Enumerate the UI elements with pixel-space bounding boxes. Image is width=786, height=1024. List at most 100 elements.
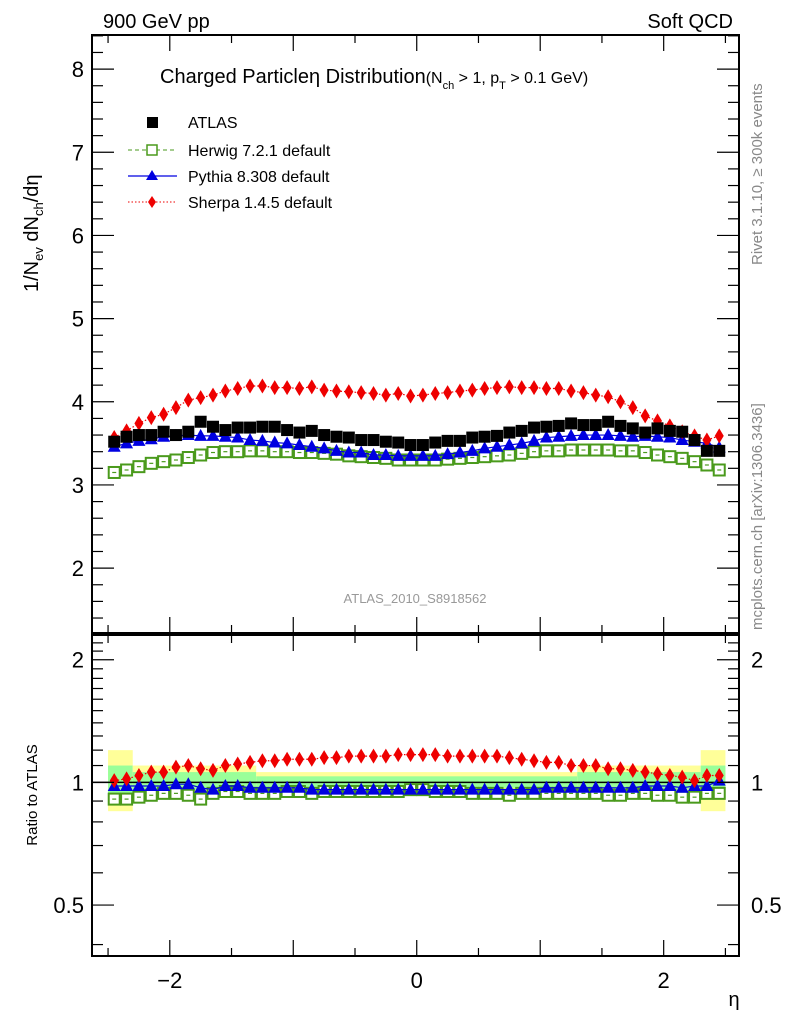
- ratio-point: [134, 767, 144, 783]
- data-point: [492, 380, 502, 396]
- data-point: [626, 422, 639, 435]
- data-point: [478, 430, 491, 443]
- data-point: [688, 434, 701, 447]
- ratio-point: [517, 751, 527, 767]
- main-y-axis-label: 1/Nev dNch/dη: [21, 174, 46, 292]
- data-point: [319, 382, 329, 398]
- data-point: [589, 443, 603, 457]
- ratio-point: [663, 788, 677, 802]
- data-point: [305, 424, 318, 437]
- rivet-version-label: Rivet 3.1.10, ≥ 300k events: [749, 83, 766, 265]
- ratio-point: [552, 780, 566, 793]
- ratio-point: [651, 788, 665, 802]
- ratio-y-tick-label: 2: [72, 648, 84, 673]
- ratio-point: [270, 753, 280, 769]
- ratio-point: [169, 786, 183, 800]
- data-point: [182, 425, 195, 438]
- data-point: [638, 446, 652, 460]
- data-point: [231, 430, 245, 443]
- data-point: [379, 435, 392, 448]
- ratio-point: [356, 748, 366, 764]
- data-point: [206, 446, 220, 460]
- x-tick-label: 0: [411, 968, 423, 993]
- ratio-point: [576, 780, 590, 793]
- data-point: [453, 434, 466, 447]
- data-point: [317, 441, 331, 454]
- series-atlas: [108, 415, 726, 457]
- ratio-point: [492, 748, 502, 764]
- y-tick-label: 4: [72, 390, 84, 415]
- data-point: [157, 455, 171, 469]
- data-point: [196, 390, 206, 406]
- ratio-point: [183, 758, 193, 774]
- data-point: [244, 421, 257, 434]
- data-point: [515, 424, 528, 437]
- legend-label-herwig: Herwig 7.2.1 default: [188, 143, 331, 160]
- data-point: [108, 435, 121, 448]
- data-point: [159, 406, 169, 422]
- ratio-point: [393, 747, 403, 763]
- data-point: [367, 448, 381, 461]
- ratio-point: [665, 767, 675, 783]
- data-point: [392, 436, 405, 449]
- ratio-point: [391, 782, 405, 795]
- data-point: [305, 439, 319, 452]
- ylabel-b: dN: [21, 216, 43, 247]
- data-point: [169, 453, 183, 467]
- data-point: [702, 432, 712, 448]
- data-point: [502, 448, 516, 462]
- ratio-point: [453, 782, 467, 795]
- data-point: [466, 431, 479, 444]
- ratio-y-axis-label: Ratio to ATLAS: [24, 744, 41, 845]
- data-point: [257, 378, 267, 394]
- data-point: [243, 433, 257, 446]
- data-point: [292, 438, 306, 451]
- y-tick-label: 8: [72, 57, 84, 82]
- legend-marker-pythia: [146, 170, 158, 180]
- ratio-point: [381, 748, 391, 764]
- data-point: [663, 424, 676, 437]
- data-point: [565, 417, 578, 430]
- y-tick-label: 5: [72, 307, 84, 332]
- data-point: [404, 439, 417, 452]
- data-point: [354, 445, 368, 458]
- data-point: [268, 445, 282, 459]
- ratio-point: [404, 782, 418, 795]
- ratio-point: [220, 758, 230, 774]
- ratio-point: [651, 778, 665, 791]
- ratio-point: [171, 759, 181, 775]
- ratio-point: [566, 758, 576, 774]
- data-point: [430, 385, 440, 401]
- ratio-point: [342, 782, 356, 795]
- ylabel-sub1: ev: [31, 247, 46, 261]
- data-point: [552, 444, 566, 458]
- data-point: [145, 429, 158, 442]
- ratio-point: [539, 780, 553, 793]
- data-point: [640, 408, 650, 424]
- data-point: [591, 387, 601, 403]
- data-point: [628, 400, 638, 416]
- ratio-series: [107, 747, 726, 806]
- data-point: [577, 419, 590, 432]
- ratio-point: [653, 766, 663, 782]
- ratio-frame: [91, 634, 740, 957]
- ratio-point: [428, 782, 442, 795]
- legend-label-sherpa: Sherpa 1.4.5 default: [188, 195, 333, 212]
- x-tick-label: −2: [157, 968, 182, 993]
- data-point: [219, 424, 232, 437]
- series-sherpa: [109, 378, 724, 448]
- ratio-point: [243, 780, 257, 793]
- ratio-point: [638, 778, 652, 791]
- data-point: [144, 456, 158, 470]
- ratio-point: [478, 782, 492, 795]
- data-point: [528, 421, 541, 434]
- ratio-point: [515, 782, 529, 795]
- title-main: Charged Particle: [160, 66, 309, 88]
- data-point: [342, 445, 356, 458]
- data-point: [429, 436, 442, 449]
- data-point: [256, 420, 269, 433]
- legend-item-herwig: Herwig 7.2.1 default: [128, 143, 331, 160]
- data-point: [218, 445, 232, 459]
- data-point: [714, 428, 724, 444]
- ratio-point: [319, 750, 329, 766]
